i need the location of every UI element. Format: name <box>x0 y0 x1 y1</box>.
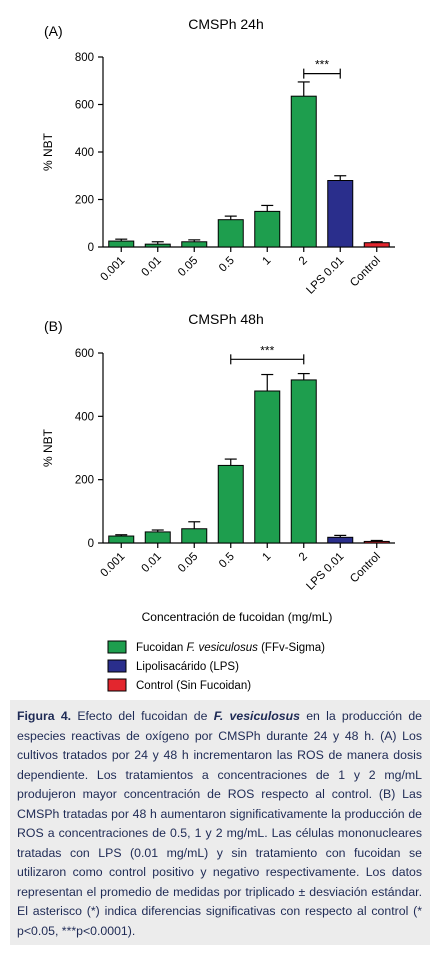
chart-title: CMSPh 24h <box>188 16 263 32</box>
legend-label-suffix: (FFv-Sigma) <box>258 642 325 654</box>
chart-title: CMSPh 48h <box>188 311 263 327</box>
legend: Fucoidan F. vesiculosus (FFv-Sigma) Lipol… <box>107 640 325 692</box>
x-tick-label: 1 <box>260 255 273 268</box>
y-tick-label: 0 <box>88 538 94 550</box>
x-tick-label: 2 <box>297 551 310 564</box>
x-tick-label: LPS 0.01 <box>304 255 346 297</box>
x-tick-label: 0.05 <box>176 255 200 279</box>
bar <box>144 531 171 544</box>
bar <box>290 95 317 248</box>
caption-text-before: Efecto del fucoidan de <box>71 709 214 723</box>
y-axis-label: % NBT <box>41 428 55 467</box>
bar <box>290 379 317 544</box>
bar <box>181 528 208 544</box>
caption-text-after: en la producción de especies reactivas d… <box>17 709 422 938</box>
x-tick-label: 0.5 <box>217 551 237 571</box>
bar <box>217 464 244 544</box>
y-tick-label: 200 <box>75 475 94 487</box>
x-tick-label: Control <box>348 255 383 290</box>
panel-label: (A) <box>44 23 63 39</box>
legend-label-text: Lipolisacárido (LPS) <box>136 661 239 673</box>
bar <box>181 241 208 248</box>
y-tick-label: 400 <box>75 411 94 423</box>
legend-entry-label: Lipolisacárido (LPS) <box>136 661 239 673</box>
bar <box>254 390 281 544</box>
significance-label: *** <box>315 58 329 72</box>
x-tick-label: 0.5 <box>217 255 237 275</box>
legend-entry-label: Fucoidan F. vesiculosus (FFv-Sigma) <box>136 642 325 654</box>
x-tick-label: Control <box>348 551 383 586</box>
x-tick-label: 0.01 <box>140 551 164 575</box>
significance-label: *** <box>260 343 274 357</box>
x-tick-label: 0.001 <box>99 551 128 580</box>
legend-swatch <box>107 640 127 654</box>
caption-species: F. vesiculosus <box>213 709 300 723</box>
y-tick-label: 0 <box>88 242 94 254</box>
legend-swatch <box>107 678 127 692</box>
x-tick-label: 0.01 <box>140 255 164 279</box>
legend-label-text: Fucoidan <box>136 642 187 654</box>
y-tick-label: 600 <box>75 100 94 112</box>
panel-a-chart: (A) CMSPh 24h 0 200 400 600 800 % NBT 0.001 0.01 0… <box>41 16 395 297</box>
bar <box>217 219 244 248</box>
legend-label-text: Control (Sin Fucoidan) <box>136 680 251 692</box>
legend-swatch <box>107 659 127 673</box>
figure-caption-box: Figura 4. Efecto del fucoidan de F. vesi… <box>10 700 430 945</box>
caption-label: Figura 4. <box>17 709 72 723</box>
bar <box>363 242 390 248</box>
y-tick-label: 400 <box>75 147 94 159</box>
y-axis-label: % NBT <box>41 132 55 171</box>
bar <box>327 536 354 544</box>
legend-entry-label: Control (Sin Fucoidan) <box>136 680 251 692</box>
x-tick-label: 1 <box>260 551 273 564</box>
bar <box>327 180 354 248</box>
x-tick-label: LPS 0.01 <box>304 551 346 593</box>
bar <box>363 540 390 544</box>
legend-label-species: F. vesiculosus <box>187 642 259 654</box>
x-tick-label: 0.001 <box>99 255 128 284</box>
figure-canvas: (A) CMSPh 24h 0 200 400 600 800 % NBT 0.001 0.01 0… <box>41 16 395 692</box>
bar <box>108 240 135 248</box>
panel-b-chart: (B) CMSPh 48h 0 200 400 600 % NBT 0.001 0.01 0.05… <box>41 311 395 593</box>
x-tick-label: 2 <box>297 255 310 268</box>
y-tick-label: 200 <box>75 195 94 207</box>
y-tick-label: 600 <box>75 348 94 360</box>
figure-caption: Figura 4. Efecto del fucoidan de F. vesi… <box>17 707 422 941</box>
bar <box>144 243 171 248</box>
panel-label: (B) <box>44 318 63 334</box>
x-axis-label: Concentración de fucoidan (mg/mL) <box>142 610 333 624</box>
bar <box>254 210 281 248</box>
x-tick-label: 0.05 <box>176 551 200 575</box>
bar <box>108 535 135 544</box>
y-tick-label: 800 <box>75 52 94 64</box>
